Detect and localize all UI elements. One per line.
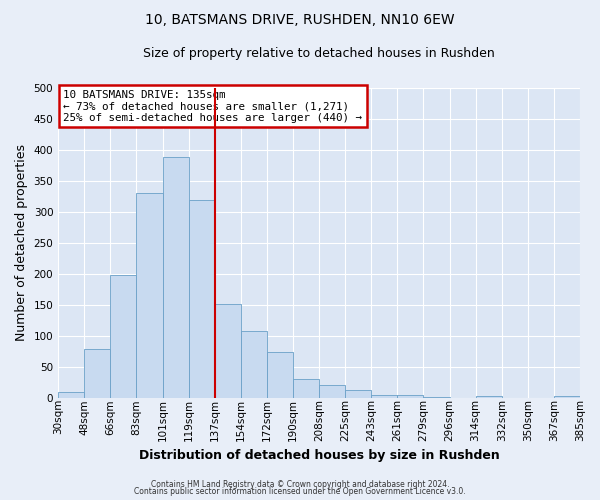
Bar bbox=[84, 350, 110, 398]
Bar bbox=[554, 396, 580, 398]
Bar bbox=[110, 275, 136, 398]
Bar bbox=[215, 304, 241, 398]
Text: Contains public sector information licensed under the Open Government Licence v3: Contains public sector information licen… bbox=[134, 487, 466, 496]
Bar bbox=[267, 352, 293, 398]
Bar bbox=[188, 200, 215, 398]
X-axis label: Distribution of detached houses by size in Rushden: Distribution of detached houses by size … bbox=[139, 450, 499, 462]
Bar bbox=[136, 192, 163, 398]
Bar bbox=[424, 397, 449, 398]
Bar bbox=[476, 396, 502, 398]
Bar bbox=[163, 158, 188, 398]
Y-axis label: Number of detached properties: Number of detached properties bbox=[15, 144, 28, 342]
Text: Contains HM Land Registry data © Crown copyright and database right 2024.: Contains HM Land Registry data © Crown c… bbox=[151, 480, 449, 489]
Title: Size of property relative to detached houses in Rushden: Size of property relative to detached ho… bbox=[143, 48, 495, 60]
Bar bbox=[397, 395, 424, 398]
Text: 10, BATSMANS DRIVE, RUSHDEN, NN10 6EW: 10, BATSMANS DRIVE, RUSHDEN, NN10 6EW bbox=[145, 12, 455, 26]
Bar bbox=[293, 379, 319, 398]
Bar bbox=[371, 394, 397, 398]
Bar bbox=[319, 386, 345, 398]
Bar bbox=[58, 392, 84, 398]
Bar bbox=[241, 331, 267, 398]
Bar bbox=[345, 390, 371, 398]
Text: 10 BATSMANS DRIVE: 135sqm
← 73% of detached houses are smaller (1,271)
25% of se: 10 BATSMANS DRIVE: 135sqm ← 73% of detac… bbox=[64, 90, 362, 123]
